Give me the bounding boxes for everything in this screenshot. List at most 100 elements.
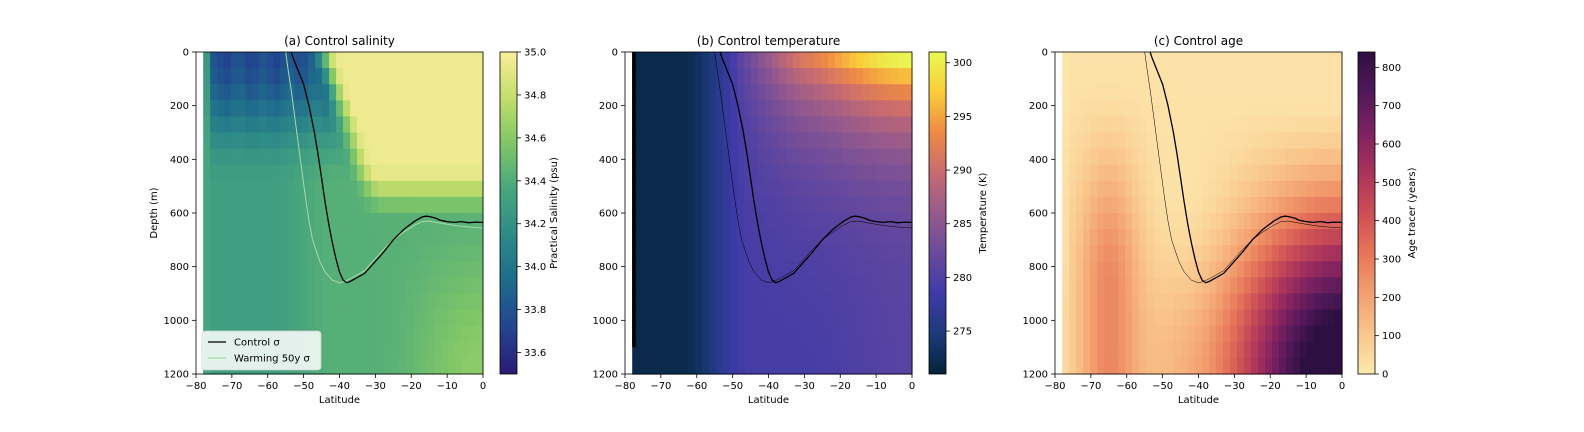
heatmap-cell [392, 357, 400, 375]
heatmap-cell [1328, 341, 1336, 359]
heatmap-cell [1062, 196, 1070, 214]
x-axis-label: Latitude [748, 395, 789, 406]
heatmap-cell [842, 325, 850, 343]
heatmap-cell [1132, 357, 1140, 375]
heatmap-cell [758, 277, 766, 295]
heatmap-cell [455, 229, 463, 246]
heatmap-cell [660, 116, 668, 134]
heatmap-cell [1335, 229, 1343, 246]
heatmap-cell [350, 100, 358, 117]
heatmap-cell [835, 68, 843, 85]
heatmap-cell [877, 116, 885, 134]
heatmap-cell [1230, 116, 1238, 134]
heatmap-cell [1258, 309, 1266, 327]
heatmap-cell [814, 261, 822, 278]
heatmap-cell [329, 245, 337, 262]
heatmap-cell [476, 148, 484, 166]
heatmap-cell [364, 245, 372, 262]
heatmap-cell [287, 261, 295, 278]
heatmap-cell [301, 213, 309, 230]
heatmap-cell [385, 84, 393, 101]
heatmap-cell [1230, 100, 1238, 117]
heatmap-cell [392, 84, 400, 101]
heatmap-cell [392, 52, 400, 69]
heatmap-cell [217, 148, 225, 166]
x-tick-label: −70 [221, 381, 242, 392]
heatmap-cell [730, 229, 738, 246]
heatmap-cell [1069, 52, 1077, 69]
heatmap-cell [280, 52, 288, 69]
heatmap-cell [1090, 341, 1098, 359]
heatmap-cell [455, 341, 463, 359]
chart-title: (b) Control temperature [697, 34, 840, 48]
heatmap-cell [646, 132, 654, 150]
colorbar-tick-label: 285 [953, 219, 972, 230]
heatmap-cell [1062, 84, 1070, 101]
heatmap-cell [793, 132, 801, 150]
heatmap-cell [329, 164, 337, 182]
heatmap-cell [1265, 180, 1273, 198]
contour-control-sigma [719, 51, 913, 284]
x-tick-label: −40 [329, 381, 350, 392]
heatmap-cell [793, 277, 801, 295]
heatmap-cell [842, 100, 850, 117]
heatmap-cell [835, 132, 843, 150]
heatmap-cell [646, 196, 654, 214]
heatmap-cell [224, 180, 232, 198]
heatmap-cell [681, 325, 689, 343]
heatmap-cell [905, 52, 913, 69]
heatmap-cell [653, 132, 661, 150]
heatmap-cell [877, 277, 885, 295]
heatmap-cell [1111, 84, 1119, 101]
heatmap-cell [1293, 196, 1301, 214]
heatmap-cell [1188, 325, 1196, 343]
heatmap-cell [730, 357, 738, 375]
heatmap-cell [891, 309, 899, 327]
heatmap-cell [1244, 245, 1252, 262]
heatmap-cell [884, 116, 892, 134]
heatmap-cell [807, 229, 815, 246]
heatmap-cell [821, 245, 829, 262]
heatmap-cell [709, 116, 717, 134]
heatmap-cell [821, 100, 829, 117]
heatmap-cell [1286, 325, 1294, 343]
heatmap-cell [1139, 116, 1147, 134]
heatmap-cell [1188, 309, 1196, 327]
heatmap-cell [681, 293, 689, 311]
heatmap-cell [329, 132, 337, 150]
heatmap-cell [336, 277, 344, 295]
heatmap-cell [1062, 213, 1070, 230]
heatmap-cell [224, 148, 232, 166]
heatmap-cell [877, 293, 885, 311]
heatmap-cell [245, 277, 253, 295]
heatmap-cell [1132, 84, 1140, 101]
heatmap-cell [835, 213, 843, 230]
heatmap-cell [385, 261, 393, 278]
heatmap-cell [476, 341, 484, 359]
heatmap-cell [357, 52, 365, 69]
heatmap-cell [399, 357, 407, 375]
heatmap-cell [1335, 100, 1343, 117]
heatmap-cell [1104, 180, 1112, 198]
heatmap-cell [751, 68, 759, 85]
heatmap-cell [1083, 132, 1091, 150]
heatmap-cell [765, 196, 773, 214]
heatmap-cell [1139, 293, 1147, 311]
heatmap-cell [1300, 229, 1308, 246]
heatmap-cell [807, 196, 815, 214]
heatmap-cell [1300, 100, 1308, 117]
heatmap-cell [765, 309, 773, 327]
heatmap-cell [266, 277, 274, 295]
heatmap-cell [1160, 341, 1168, 359]
heatmap-cell [273, 100, 281, 117]
heatmap-cell [441, 100, 449, 117]
heatmap-cell [1237, 341, 1245, 359]
heatmap-cell [800, 341, 808, 359]
heatmap-cell [765, 52, 773, 69]
heatmap-cell [273, 196, 281, 214]
chart-panel-c: −80 −70 −60 −50 −40 −30 −20 −10 0020040060080010… [1023, 34, 1418, 406]
heatmap-cell [870, 164, 878, 182]
heatmap-cell [1293, 68, 1301, 85]
heatmap-cell [1083, 261, 1091, 278]
heatmap-cell [308, 261, 316, 278]
